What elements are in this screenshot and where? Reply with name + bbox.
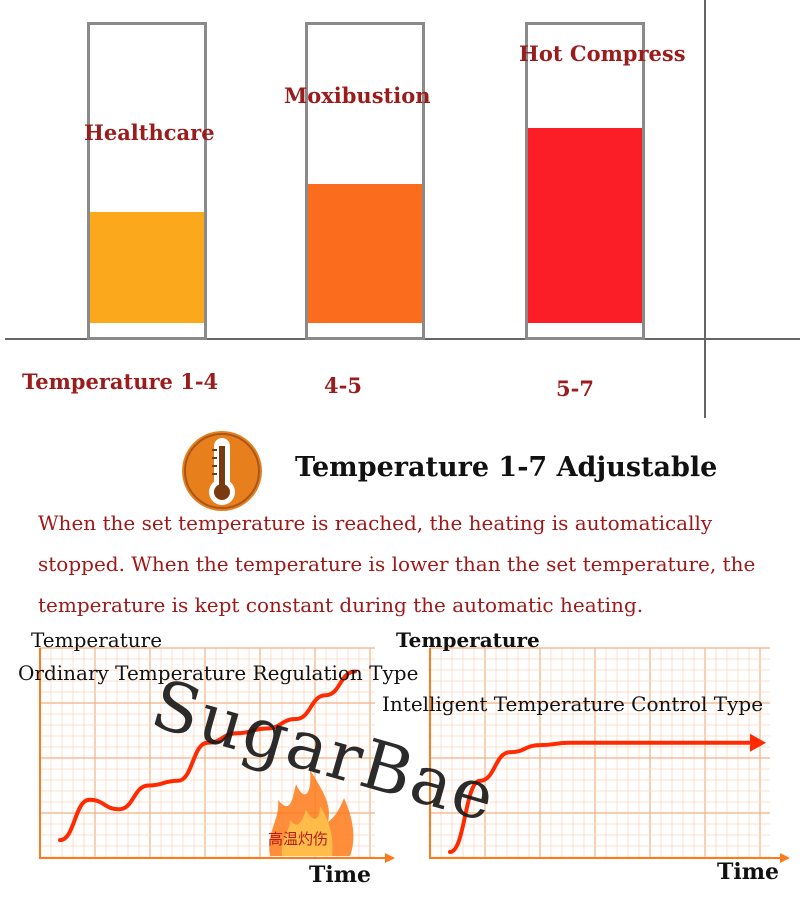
description-text: When the set temperature is reached, the…	[38, 511, 756, 617]
series-line-ordinary	[58, 669, 357, 843]
series-arrow-head	[750, 733, 766, 752]
line-chart-intelligent	[429, 647, 790, 863]
bar-tube-moxibustion	[305, 22, 425, 340]
axis-arrow	[780, 853, 790, 863]
flame-icon	[262, 762, 360, 858]
axis-line	[39, 648, 385, 859]
thermometer-icon	[177, 430, 267, 512]
bar-tube-hot-compress	[525, 22, 645, 340]
title-ordinary: Ordinary Temperature Regulation Type	[18, 661, 419, 685]
range-label-healthcare: Temperature 1-4	[22, 369, 219, 394]
page-heading: Temperature 1-7 Adjustable	[295, 452, 718, 483]
right-divider	[704, 0, 706, 418]
bar-label-moxibustion: Moxibustion	[284, 83, 431, 108]
bar-moxibustion	[308, 183, 422, 323]
xlabel-ordinary: Time	[309, 862, 372, 888]
title-intelligent: Intelligent Temperature Control Type	[382, 692, 764, 716]
bar-healthcare	[90, 211, 204, 323]
burn-annotation: 高温灼伤	[268, 830, 329, 848]
ylabel-ordinary: Temperature	[31, 628, 163, 652]
xlabel-intelligent: Time	[717, 859, 780, 885]
range-label-hot-compress: 5-7	[556, 376, 594, 401]
bar-label-healthcare: Healthcare	[84, 120, 215, 145]
axis-arrow	[385, 853, 395, 863]
bar-tube-healthcare	[87, 22, 207, 340]
series-line-intelligent	[448, 740, 752, 854]
axis-line	[429, 648, 780, 859]
ylabel-intelligent: Temperature	[396, 628, 540, 652]
line-chart-ordinary	[39, 647, 395, 863]
bar-label-hot-compress: Hot Compress	[519, 41, 686, 66]
grid-intelligent	[429, 647, 790, 863]
grid-ordinary	[39, 647, 395, 863]
bar-hot-compress	[528, 128, 642, 323]
range-label-moxibustion: 4-5	[324, 373, 362, 398]
